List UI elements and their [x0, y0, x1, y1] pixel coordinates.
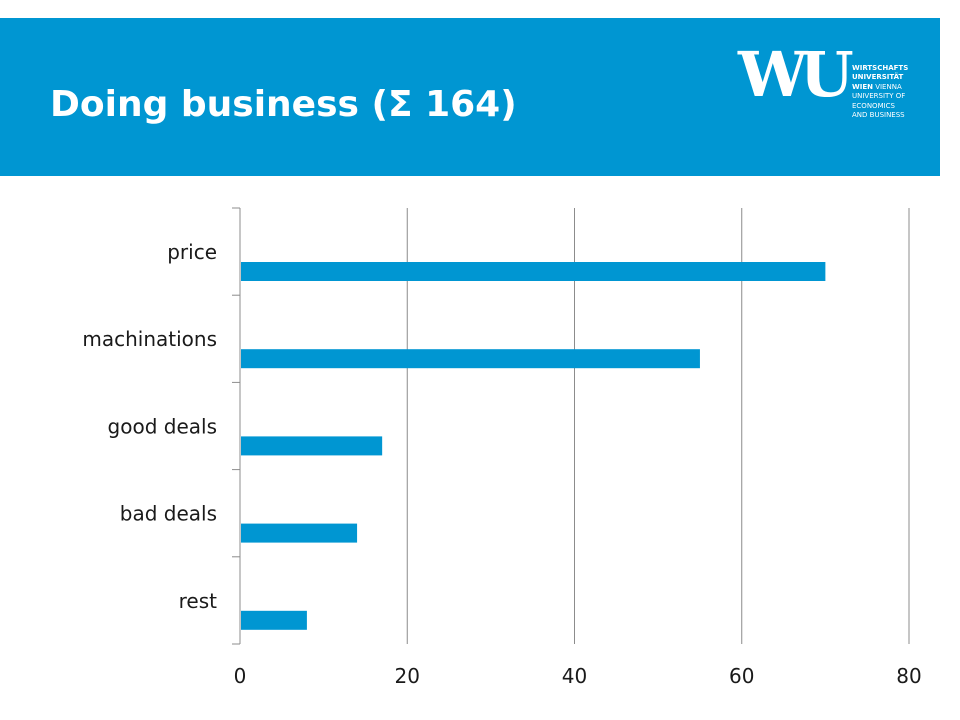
logo-line: UNIVERSITÄT [852, 73, 904, 82]
bar-machinations [241, 349, 700, 369]
category-axis [232, 207, 241, 645]
x-tick-label: 40 [562, 664, 587, 688]
header-banner [0, 18, 940, 176]
category-labels: price machinations good deals bad deals rest [82, 240, 217, 613]
x-tick-label: 60 [729, 664, 754, 688]
logo-text: WIRTSCHAFTS UNIVERSITÄT WIEN VIENNA UNIV… [852, 64, 908, 120]
bar-good-deals [241, 436, 383, 456]
bars [241, 262, 826, 630]
category-label: good deals [108, 414, 217, 438]
logo-mark: WU [738, 38, 854, 111]
x-tick-label: 0 [234, 664, 247, 688]
bar-bad-deals [241, 523, 358, 543]
x-tick-label: 80 [896, 664, 921, 688]
category-label: machinations [82, 327, 217, 351]
logo-line: WIRTSCHAFTS [852, 64, 909, 72]
bar-rest [241, 610, 307, 630]
logo-line: ECONOMICS [852, 101, 896, 110]
category-label: bad deals [120, 502, 217, 526]
category-label: price [167, 240, 217, 264]
logo-line: WIEN VIENNA [852, 82, 902, 91]
x-tick-label: 20 [395, 664, 420, 688]
page-title: Doing business (Σ 164) [50, 84, 517, 125]
logo-line: UNIVERSITY OF [852, 92, 906, 101]
wu-logo: WU WIRTSCHAFTS UNIVERSITÄT WIEN VIENNA U… [738, 44, 918, 144]
x-tick-labels: 0 20 40 60 80 [234, 664, 922, 688]
logo-line: AND BUSINESS [852, 111, 905, 120]
category-label: rest [179, 589, 218, 613]
bar-price [241, 262, 826, 281]
